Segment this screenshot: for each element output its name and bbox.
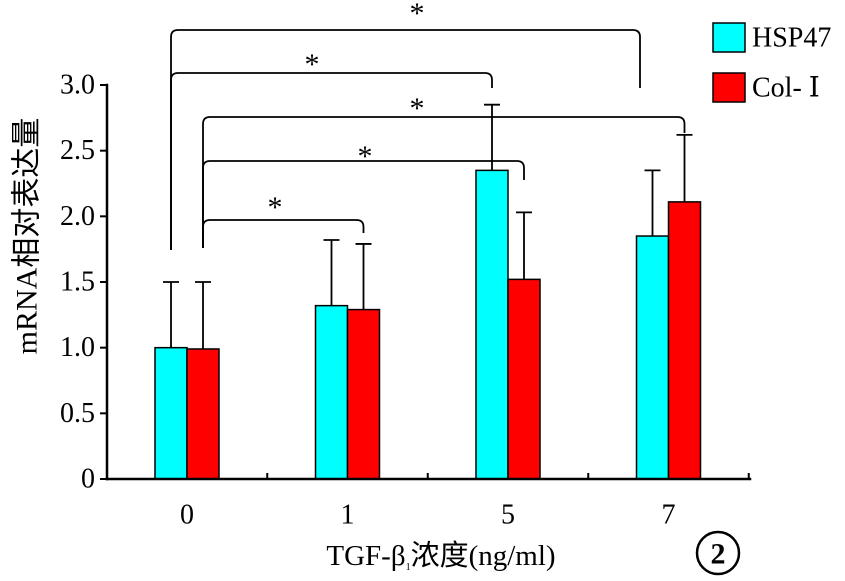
- col-i-error-bar-0: [195, 281, 211, 349]
- legend-label-col-i: Col- Ⅰ: [752, 73, 820, 104]
- x-axis-title-unit: 浓度(ng/ml): [411, 539, 556, 572]
- significance-bracket: [202, 160, 525, 248]
- significance-bracket: [170, 72, 493, 250]
- legend-label-hsp47: HSP47: [752, 23, 831, 54]
- x-category-label: 1: [341, 500, 355, 531]
- col-i-bar-0: [186, 348, 220, 480]
- plot-area: 0 0.5 1.0 1.5 2.0 2.5 3.0 0 1 5 7 * * * * *: [60, 0, 750, 531]
- legend-swatch-col-i: [712, 72, 746, 103]
- panel-number-circle: [695, 530, 741, 576]
- hsp47-bar-5: [475, 169, 509, 480]
- significance-bracket: [202, 116, 686, 248]
- hsp47-error-bar-0: [163, 281, 179, 348]
- significance-bracket: [170, 29, 641, 250]
- hsp47-bar-0: [154, 346, 188, 480]
- panel-number-badge: 2: [695, 530, 741, 576]
- y-tick-label: 1.0: [60, 332, 95, 363]
- x-axis-title: TGF-β1浓度(ng/ml): [326, 539, 555, 573]
- significance-star: *: [305, 48, 320, 81]
- legend: HSP47 Col- Ⅰ: [712, 22, 831, 104]
- panel-number: 2: [711, 538, 726, 571]
- col-i-bar-1: [346, 308, 381, 480]
- hsp47-bar-7: [635, 235, 670, 480]
- legend-swatch-hsp47: [712, 22, 746, 53]
- col-i-bar-7: [667, 201, 702, 480]
- hsp47-error-bar-5: [484, 103, 500, 171]
- col-i-error-bar-7: [676, 134, 693, 202]
- x-category-label: 0: [180, 500, 194, 531]
- x-category-label: 5: [501, 500, 515, 531]
- y-tick-label: 1.5: [60, 267, 95, 298]
- x-axis-title-main: TGF-β: [326, 540, 405, 572]
- significance-star: *: [358, 140, 373, 173]
- hsp47-bar-1: [314, 304, 349, 480]
- y-tick-label: 2.5: [60, 135, 95, 166]
- y-tick-label: 2.0: [60, 201, 95, 232]
- x-axis-title-subscript: 1: [406, 562, 411, 573]
- significance-bracket: [202, 219, 365, 248]
- y-tick-label: 0: [81, 464, 95, 495]
- significance-star: *: [410, 92, 425, 125]
- col-i-error-bar-1: [355, 243, 372, 310]
- col-i-error-bar-5: [516, 211, 532, 280]
- significance-star: *: [268, 191, 283, 224]
- y-tick-label: 0.5: [60, 398, 95, 429]
- significance-star: *: [410, 0, 425, 30]
- y-tick-label: 3.0: [60, 70, 95, 101]
- y-axis-title: mRNA相对表达量: [11, 118, 44, 355]
- x-category-label: 7: [662, 500, 676, 531]
- hsp47-error-bar-7: [644, 169, 661, 237]
- hsp47-error-bar-1: [323, 239, 340, 306]
- col-i-bar-5: [507, 278, 541, 480]
